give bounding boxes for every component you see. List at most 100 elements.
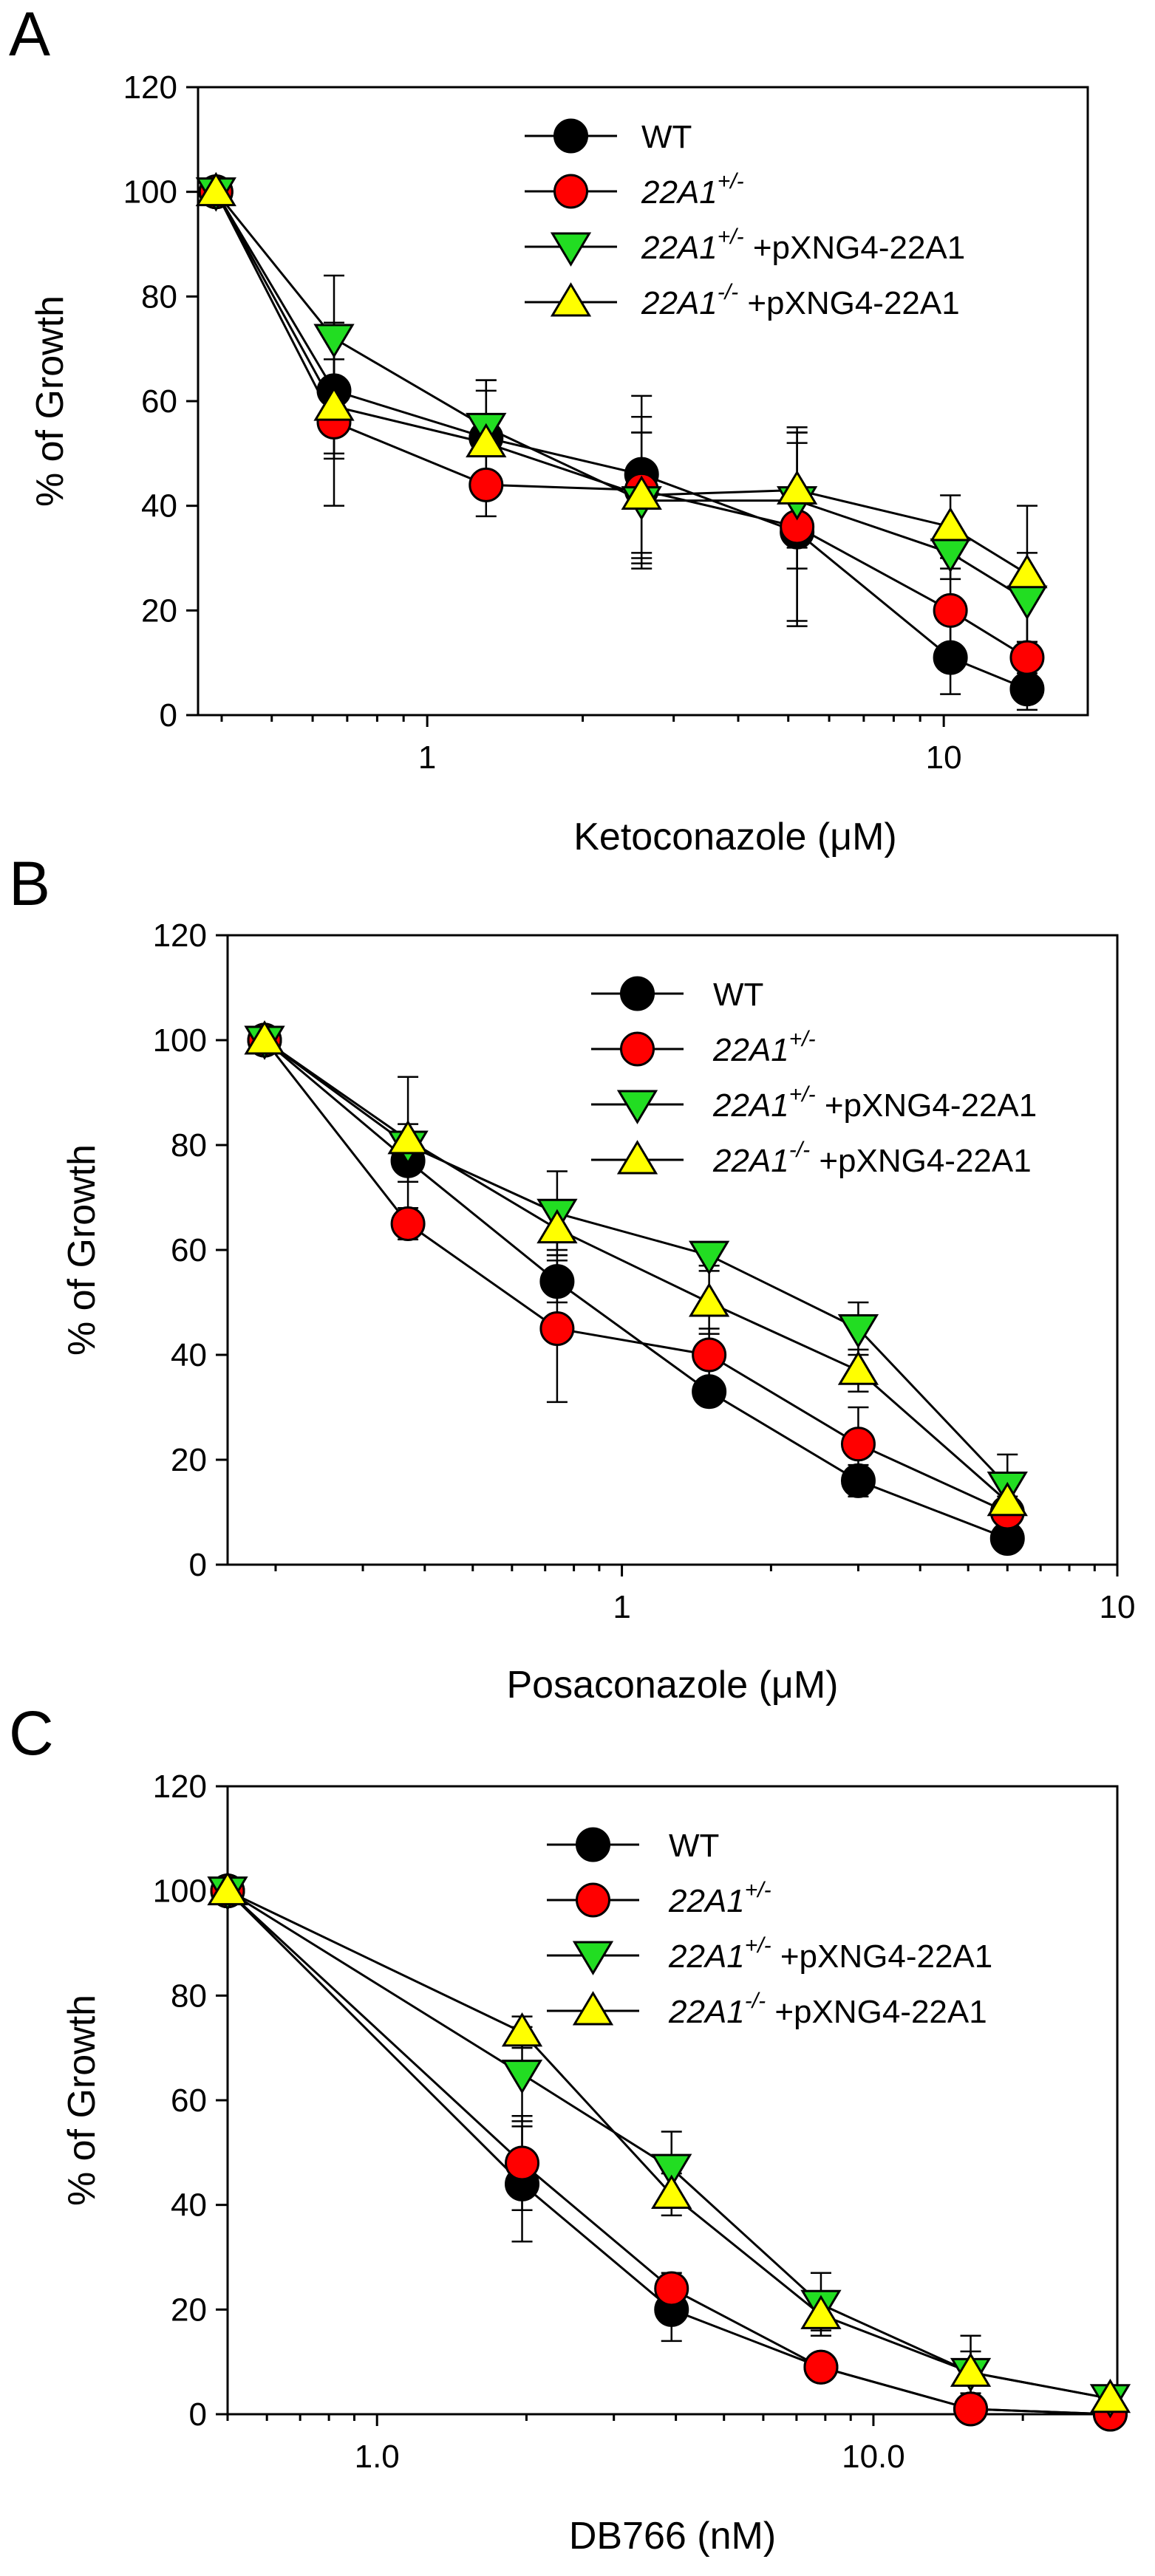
data-point-WT [933, 640, 968, 675]
data-point-het_rescue [930, 538, 971, 573]
legend-marker [620, 1031, 655, 1067]
data-point-het [505, 2145, 540, 2181]
series-line-null_rescue [264, 1039, 1009, 1503]
y-tick-label: 80 [171, 1127, 207, 1164]
legend-label: 22A1+/- +pXNG4-22A1 [641, 225, 965, 266]
data-point-null_rescue [501, 2012, 543, 2047]
legend-item-WT: WT [591, 976, 763, 1013]
legend-item-het: 22A1+/- [525, 169, 744, 211]
panel-letter: B [9, 849, 50, 918]
data-point-null_rescue [207, 1870, 248, 1906]
data-point-null_rescue [313, 386, 355, 421]
legend-label: 22A1+/- +pXNG4-22A1 [712, 1082, 1037, 1124]
legend-label-name: WT [713, 977, 763, 1013]
y-tick-label: 40 [171, 1337, 207, 1373]
panel-b-chart: B 0 20 40 60 80 100 120 1 10 Posaconazole (μM) % of… [9, 849, 1135, 1706]
legend-label-name: 22A1 [641, 285, 718, 321]
legend-label-name: WT [669, 1828, 719, 1864]
legend-label-suffix: +pXNG4-22A1 [810, 1143, 1032, 1179]
plot-frame [226, 934, 1119, 1566]
data-point-null_rescue [688, 1282, 730, 1317]
y-tick-label: 0 [189, 1547, 207, 1583]
panel-letter: C [9, 1698, 54, 1768]
y-tick-label: 60 [141, 383, 177, 420]
legend-label-genotype: -/- [789, 1138, 810, 1162]
data-point-null_rescue [987, 1481, 1028, 1517]
data-point-het [390, 1206, 426, 1241]
data-point-het [692, 1337, 727, 1373]
data-point-het_rescue [837, 1314, 879, 1349]
legend-label-suffix: +pXNG4-22A1 [816, 1087, 1038, 1124]
legend-label-suffix: +pXNG4-22A1 [744, 230, 966, 266]
series-line-het [226, 1890, 1111, 2416]
legend-label: 22A1-/- +pXNG4-22A1 [712, 1138, 1032, 1179]
legend-label: 22A1+/- +pXNG4-22A1 [668, 1933, 992, 1975]
y-tick-label: 60 [171, 2083, 207, 2119]
legend-marker [616, 1140, 658, 1175]
y-tick-label: 120 [153, 918, 207, 954]
y-axis-label: % of Growth [29, 295, 72, 507]
data-point-het_rescue [501, 2060, 543, 2094]
legend-label-genotype: +/- [789, 1082, 816, 1107]
series-line-het_rescue [264, 1039, 1009, 1487]
y-tick-label: 80 [171, 1978, 207, 2014]
legend-item-het: 22A1+/- [591, 1027, 816, 1068]
panel-c-chart: C 0 20 40 60 80 100 120 1.0 10.0 DB766 (nM) % of Gr… [9, 1698, 1131, 2558]
data-point-het_rescue [1006, 585, 1048, 621]
data-point-null_rescue [466, 423, 507, 458]
data-point-het [1009, 640, 1045, 675]
y-tick-label: 20 [171, 2292, 207, 2328]
x-tick-label: 10 [1100, 1589, 1136, 1625]
legend-label-name: 22A1 [668, 1938, 745, 1975]
data-point-null_rescue [776, 470, 818, 505]
data-point-WT [692, 1374, 727, 1410]
data-point-null_rescue [244, 1020, 285, 1055]
legend-item-WT: WT [525, 118, 692, 155]
legend-label-name: 22A1 [712, 1143, 789, 1179]
legend-label-name: 22A1 [641, 230, 718, 266]
legend-label-genotype: +/- [718, 169, 744, 194]
x-tick-label: 10 [926, 739, 962, 776]
y-tick-label: 100 [153, 1873, 207, 1910]
data-point-null_rescue [1006, 553, 1048, 589]
data-point-null_rescue [800, 2295, 842, 2329]
y-tick-label: 100 [153, 1022, 207, 1059]
legend-marker [550, 282, 592, 317]
y-tick-label: 20 [171, 1442, 207, 1478]
series-line-WT [215, 191, 1028, 690]
x-tick-label: 1 [613, 1589, 630, 1625]
legend-item-WT: WT [547, 1827, 719, 1864]
legend-marker [616, 1090, 658, 1124]
y-tick-label: 120 [153, 1769, 207, 1805]
legend-label-name: 22A1 [668, 1994, 745, 2030]
legend-label: 22A1+/- [668, 1878, 771, 1919]
legend-item-het_rescue: 22A1+/- +pXNG4-22A1 [525, 225, 965, 267]
legend-label-genotype: -/- [745, 1989, 766, 2013]
x-axis-label: Posaconazole (μM) [506, 1664, 838, 1706]
legend-label: 22A1+/- [641, 169, 744, 211]
data-point-het [840, 1427, 876, 1462]
legend-label-genotype: +/- [745, 1878, 771, 1902]
y-tick-label: 40 [141, 488, 177, 525]
data-point-null_rescue [536, 1209, 578, 1244]
x-axis-label: Ketoconazole (μM) [573, 816, 896, 858]
legend-marker [576, 1882, 610, 1918]
legend-label: WT [641, 119, 692, 155]
legend-label-genotype: +/- [718, 225, 744, 249]
series-line-null_rescue [227, 1890, 1111, 2400]
data-point-null_rescue [950, 2352, 992, 2387]
data-point-WT [539, 1264, 575, 1299]
legend-label-suffix: +pXNG4-22A1 [771, 1938, 993, 1975]
legend-item-het: 22A1+/- [547, 1878, 771, 1919]
x-tick-label: 1.0 [355, 2439, 400, 2475]
data-point-het_rescue [651, 2153, 692, 2189]
data-point-het [953, 2391, 989, 2427]
data-point-het_rescue [313, 324, 355, 358]
data-point-null_rescue [621, 475, 662, 510]
y-tick-label: 0 [160, 697, 177, 734]
legend-marker [576, 1827, 610, 1862]
data-point-null_rescue [1089, 2378, 1131, 2413]
